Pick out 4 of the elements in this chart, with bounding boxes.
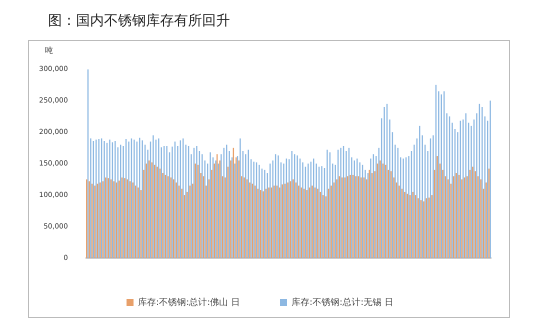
legend-label: 库存:不锈钢:总计:无锡 日 bbox=[292, 296, 394, 308]
legend-label: 库存:不锈钢:总计:佛山 日 bbox=[138, 296, 240, 308]
y-axis-title: 吨 bbox=[45, 45, 53, 56]
chart-title: 图：国内不锈钢库存有所回升 bbox=[47, 12, 231, 31]
